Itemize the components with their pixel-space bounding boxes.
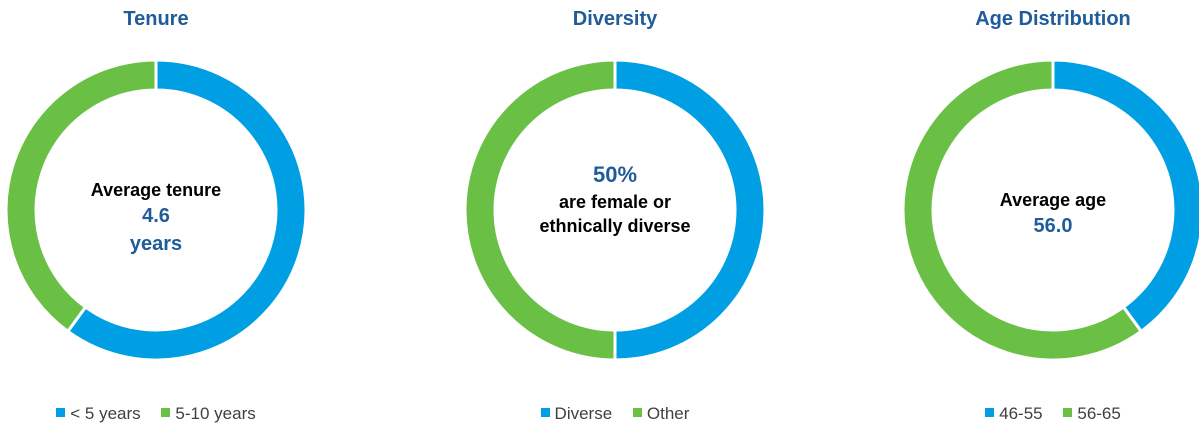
legend-swatch [632, 408, 642, 418]
legend-label: 5-10 years [175, 404, 256, 423]
center-label: ethnically diverse [539, 216, 691, 236]
legend-label: Diverse [554, 404, 613, 423]
legend-swatch [1063, 408, 1073, 418]
center-unit: years [129, 233, 183, 255]
diversity-donut [463, 58, 767, 362]
legend-label: < 5 years [70, 404, 141, 423]
center-value: 50% [592, 162, 638, 187]
center-label: Average age [999, 190, 1107, 210]
tenure-panel: Tenure Average tenure 4.6 years < 5 year… [4, 0, 386, 432]
donut-slice-other [463, 58, 617, 362]
legend: < 5 years 5-10 years [6, 404, 306, 424]
age-panel: Age Distribution Average age 56.0 46-55 … [901, 0, 1199, 432]
center-value: 56.0 [1033, 215, 1073, 237]
legend-label: 46-55 [999, 404, 1043, 423]
legend-item: 5-10 years [161, 404, 256, 424]
legend-item: 56-65 [1063, 404, 1121, 424]
diversity-panel: Diversity 50% are female or ethnically d… [463, 0, 845, 432]
center-text: Average tenure 4.6 years [6, 178, 306, 258]
center-text: 50% are female or ethnically diverse [465, 160, 765, 238]
legend: 46-55 56-65 [903, 404, 1199, 424]
center-value: 4.6 [142, 205, 170, 227]
tenure-donut [4, 58, 308, 362]
donut-slice-5-years [65, 58, 308, 362]
legend-label: Other [646, 404, 690, 423]
chart-title: Tenure [123, 8, 189, 30]
donut-slice-5-10-years [4, 58, 158, 334]
legend-swatch [161, 408, 171, 418]
legend-label: 56-65 [1077, 404, 1121, 423]
legend-item: Other [632, 404, 690, 424]
chart-title: Diversity [572, 8, 658, 30]
center-text: Average age 56.0 [903, 188, 1199, 240]
legend-swatch [56, 408, 66, 418]
center-label: Average tenure [90, 180, 222, 200]
legend-swatch [985, 408, 995, 418]
legend-item: 46-55 [985, 404, 1043, 424]
donut-slice-diverse [613, 58, 767, 362]
legend-item: Diverse [540, 404, 613, 424]
chart-title: Age Distribution [975, 8, 1131, 30]
legend: Diverse Other [465, 404, 765, 424]
age-donut [901, 58, 1199, 362]
legend-item: < 5 years [56, 404, 141, 424]
legend-swatch [540, 408, 550, 418]
donut-slice-56-65 [901, 58, 1144, 362]
center-label: are female or [558, 192, 672, 212]
